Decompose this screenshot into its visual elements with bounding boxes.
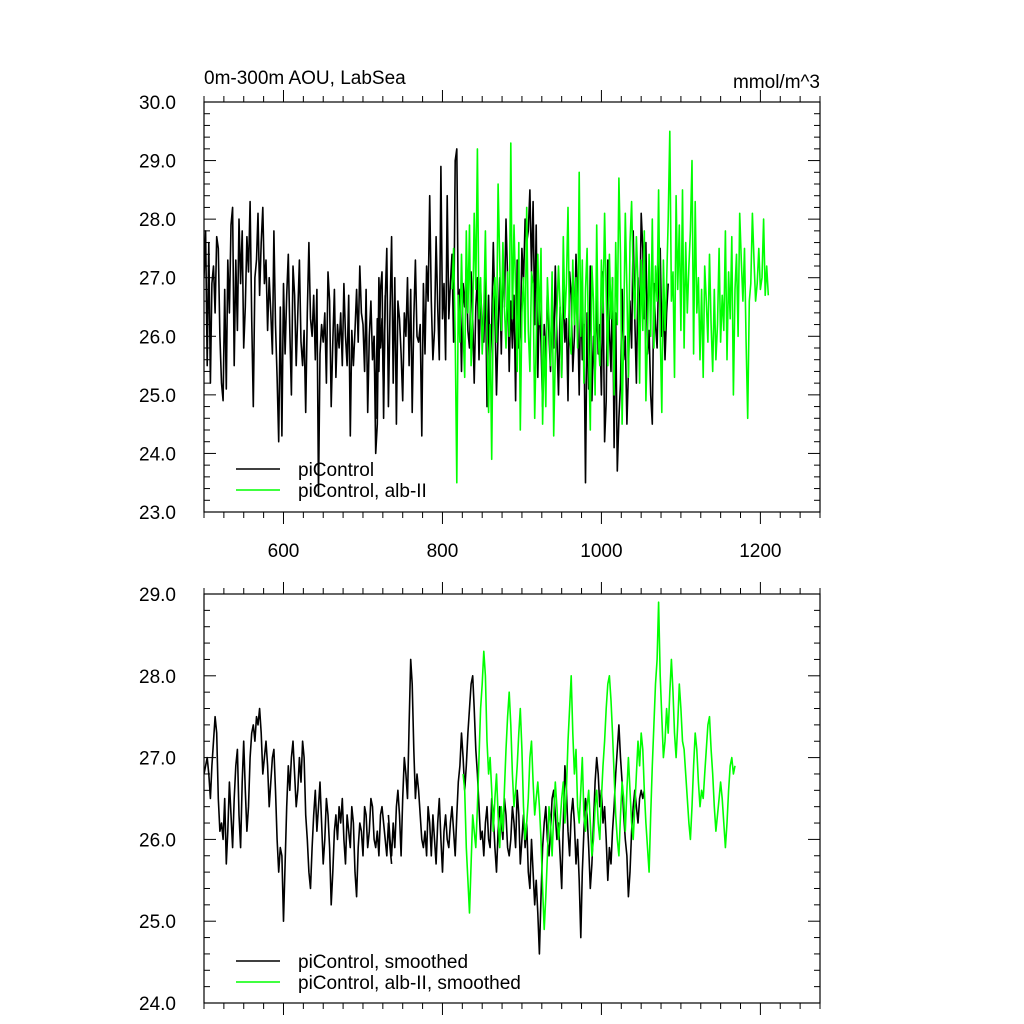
legend-label: piControl xyxy=(298,460,374,481)
y-tick-label: 29.0 xyxy=(139,152,176,173)
y-tick-label: 23.0 xyxy=(139,503,176,524)
x-tick-label: 1000 xyxy=(580,541,622,562)
series-line xyxy=(451,130,770,484)
series-group xyxy=(204,601,736,955)
series-line xyxy=(204,200,386,496)
units-label: mmol/m^3 xyxy=(733,72,820,93)
y-tick-label: 25.0 xyxy=(139,912,176,933)
axes: 24.0 25.0 26.0 27.0 28.0 29.0 xyxy=(139,582,821,1015)
y-tick-label: 26.0 xyxy=(139,327,176,348)
axes: 600 800 1000 1200 23.0 24.0 25.0 26.0 27.0 28.0 29… xyxy=(139,90,821,562)
y-tick-label: 24.0 xyxy=(139,444,176,465)
x-tick-label: 1200 xyxy=(739,541,781,562)
y-tick-label: 28.0 xyxy=(139,210,176,231)
y-tick-label: 27.0 xyxy=(139,269,176,290)
bottom-panel: 24.0 25.0 26.0 27.0 28.0 29.0 piControl, smoo… xyxy=(139,582,821,1015)
top-panel: 0m-300m AOU, LabSea mmol/m^3 600 800 1000 1… xyxy=(139,68,821,562)
y-tick-label: 24.0 xyxy=(139,994,176,1015)
y-tick-label: 30.0 xyxy=(139,93,176,114)
y-tick-label: 27.0 xyxy=(139,749,176,770)
y-tick-label: 25.0 xyxy=(139,386,176,407)
series-group xyxy=(204,130,770,496)
plot-frame xyxy=(203,593,821,1004)
series-line xyxy=(204,707,393,923)
legend-label: piControl, alb-II xyxy=(298,481,427,502)
legend-label: piControl, alb-II, smoothed xyxy=(298,973,521,994)
legend-label: piControl, smoothed xyxy=(298,952,468,973)
y-tick-label: 26.0 xyxy=(139,830,176,851)
x-tick-label: 800 xyxy=(427,541,459,562)
series-line xyxy=(462,601,736,931)
y-tick-label: 29.0 xyxy=(139,585,176,606)
y-tick-label: 28.0 xyxy=(139,667,176,688)
x-tick-label: 600 xyxy=(268,541,300,562)
plot-frame xyxy=(203,101,821,513)
series-line xyxy=(373,148,669,484)
chart-title: 0m-300m AOU, LabSea xyxy=(204,68,406,89)
